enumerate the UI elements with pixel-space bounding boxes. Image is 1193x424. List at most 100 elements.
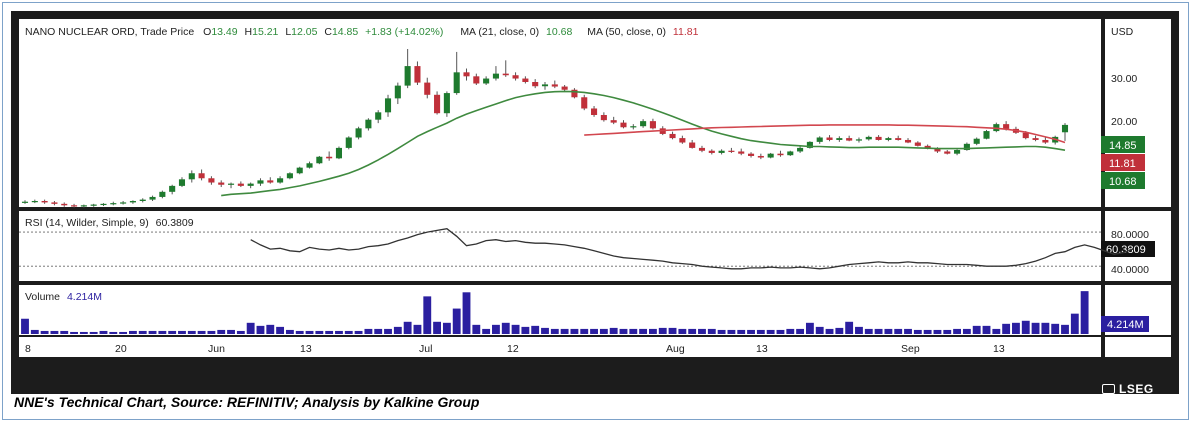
volume-bar [1070, 313, 1079, 334]
last-price-badge-text: 14.85 [1109, 140, 1137, 152]
candle-body [365, 119, 372, 129]
volume-bar [246, 322, 255, 334]
candle-body [904, 139, 912, 143]
volume-bar [766, 329, 775, 334]
volume-bar [364, 328, 373, 334]
volume-value: 4.214M [67, 291, 102, 303]
volume-bar [266, 324, 275, 334]
volume-bar [403, 321, 412, 334]
volume-bar [472, 324, 481, 334]
volume-bar [236, 330, 245, 334]
ma21-badge-text: 10.68 [1109, 176, 1137, 188]
volume-bar [590, 328, 598, 334]
volume-bar [874, 328, 883, 334]
volume-bar [256, 325, 265, 334]
volume-bar [1041, 322, 1050, 334]
volume-bar [374, 328, 383, 334]
volume-bar [207, 330, 216, 334]
candle-body [414, 66, 421, 83]
volume-bar [344, 330, 353, 334]
volume-bar [825, 328, 834, 334]
volume-bar [560, 328, 569, 334]
x-axis-tick: Aug [666, 343, 685, 355]
volume-bar [492, 324, 500, 334]
volume-bar [295, 330, 304, 334]
volume-bar [904, 328, 912, 334]
candle-body [208, 178, 215, 183]
candle-body [767, 153, 774, 158]
low-value: 12.05 [291, 26, 317, 38]
candle-body [149, 196, 156, 200]
candle-body [90, 204, 97, 206]
volume-bar [119, 331, 128, 334]
ma50-label: MA (50, close, 0) [587, 26, 666, 38]
last-price-badge [1101, 136, 1145, 153]
candle-body [855, 139, 863, 141]
lseg-logo-icon [1102, 384, 1115, 394]
figure-caption: NNE's Technical Chart, Source: REFINITIV… [14, 394, 480, 410]
volume-bar [962, 328, 971, 334]
candle-body [630, 126, 637, 128]
candle-body [826, 137, 833, 140]
candle-body [620, 122, 627, 128]
volume-bar [217, 329, 226, 334]
candle-body [728, 150, 735, 152]
ma21-value: 10.68 [546, 26, 572, 38]
volume-bar [433, 321, 441, 334]
candle-body [61, 203, 68, 206]
candle-body [836, 138, 843, 140]
candle-body [787, 151, 794, 156]
volume-bar [187, 330, 196, 334]
volume-bar [482, 328, 491, 334]
volume-bar [148, 330, 157, 334]
volume-bar [21, 318, 29, 334]
price-y-tick: 30.00 [1111, 73, 1137, 85]
candle-body [502, 73, 509, 76]
candle-body [345, 137, 352, 148]
candle-body [218, 182, 225, 185]
candle-body [1032, 138, 1039, 140]
candle-body [777, 153, 784, 156]
candle-body [139, 199, 146, 201]
candle-body [708, 150, 715, 153]
candle-body [31, 201, 38, 203]
candle-body [277, 178, 284, 183]
ma50-badge-text: 11.81 [1109, 158, 1136, 170]
candle-body [522, 78, 529, 83]
rsi-y-tick: 40.0000 [1111, 264, 1149, 276]
volume-bar [40, 330, 49, 334]
candle-body [954, 150, 961, 154]
price-panel-header: NANO NUCLEAR ORD, Trade Price O13.49 H15… [25, 26, 699, 38]
volume-bar [668, 327, 677, 334]
volume-bar [423, 296, 432, 334]
candle-body [404, 66, 411, 86]
candle-body [649, 121, 656, 129]
candle-body [159, 191, 166, 197]
volume-bar [1061, 324, 1069, 334]
candle-body [335, 147, 343, 159]
candle-body [129, 201, 136, 203]
rsi-y-tick: 80.0000 [1111, 229, 1149, 241]
volume-bar [864, 328, 873, 334]
chart-window: NANO NUCLEAR ORD, Trade Price O13.49 H15… [11, 11, 1179, 396]
x-axis-tick: 8 [25, 343, 31, 355]
volume-header: Volume 4.214M [25, 291, 102, 303]
volume-bar [550, 328, 559, 334]
volume-bar [992, 328, 1001, 334]
volume-bar [737, 329, 746, 334]
ma21-line [221, 90, 1066, 197]
x-axis-tick: 12 [507, 343, 519, 355]
volume-bar [285, 329, 294, 334]
candle-body [120, 202, 127, 204]
price-change: +1.83 (+14.02%) [365, 26, 443, 38]
volume-bar [99, 330, 108, 334]
candle-body [463, 72, 470, 77]
candle-body [483, 78, 490, 84]
candle-body [689, 142, 696, 148]
candle-body [973, 138, 980, 144]
volume-bar [1012, 322, 1020, 334]
candle-body [227, 183, 235, 185]
volume-bar [129, 330, 137, 334]
open-label: O [203, 26, 211, 38]
